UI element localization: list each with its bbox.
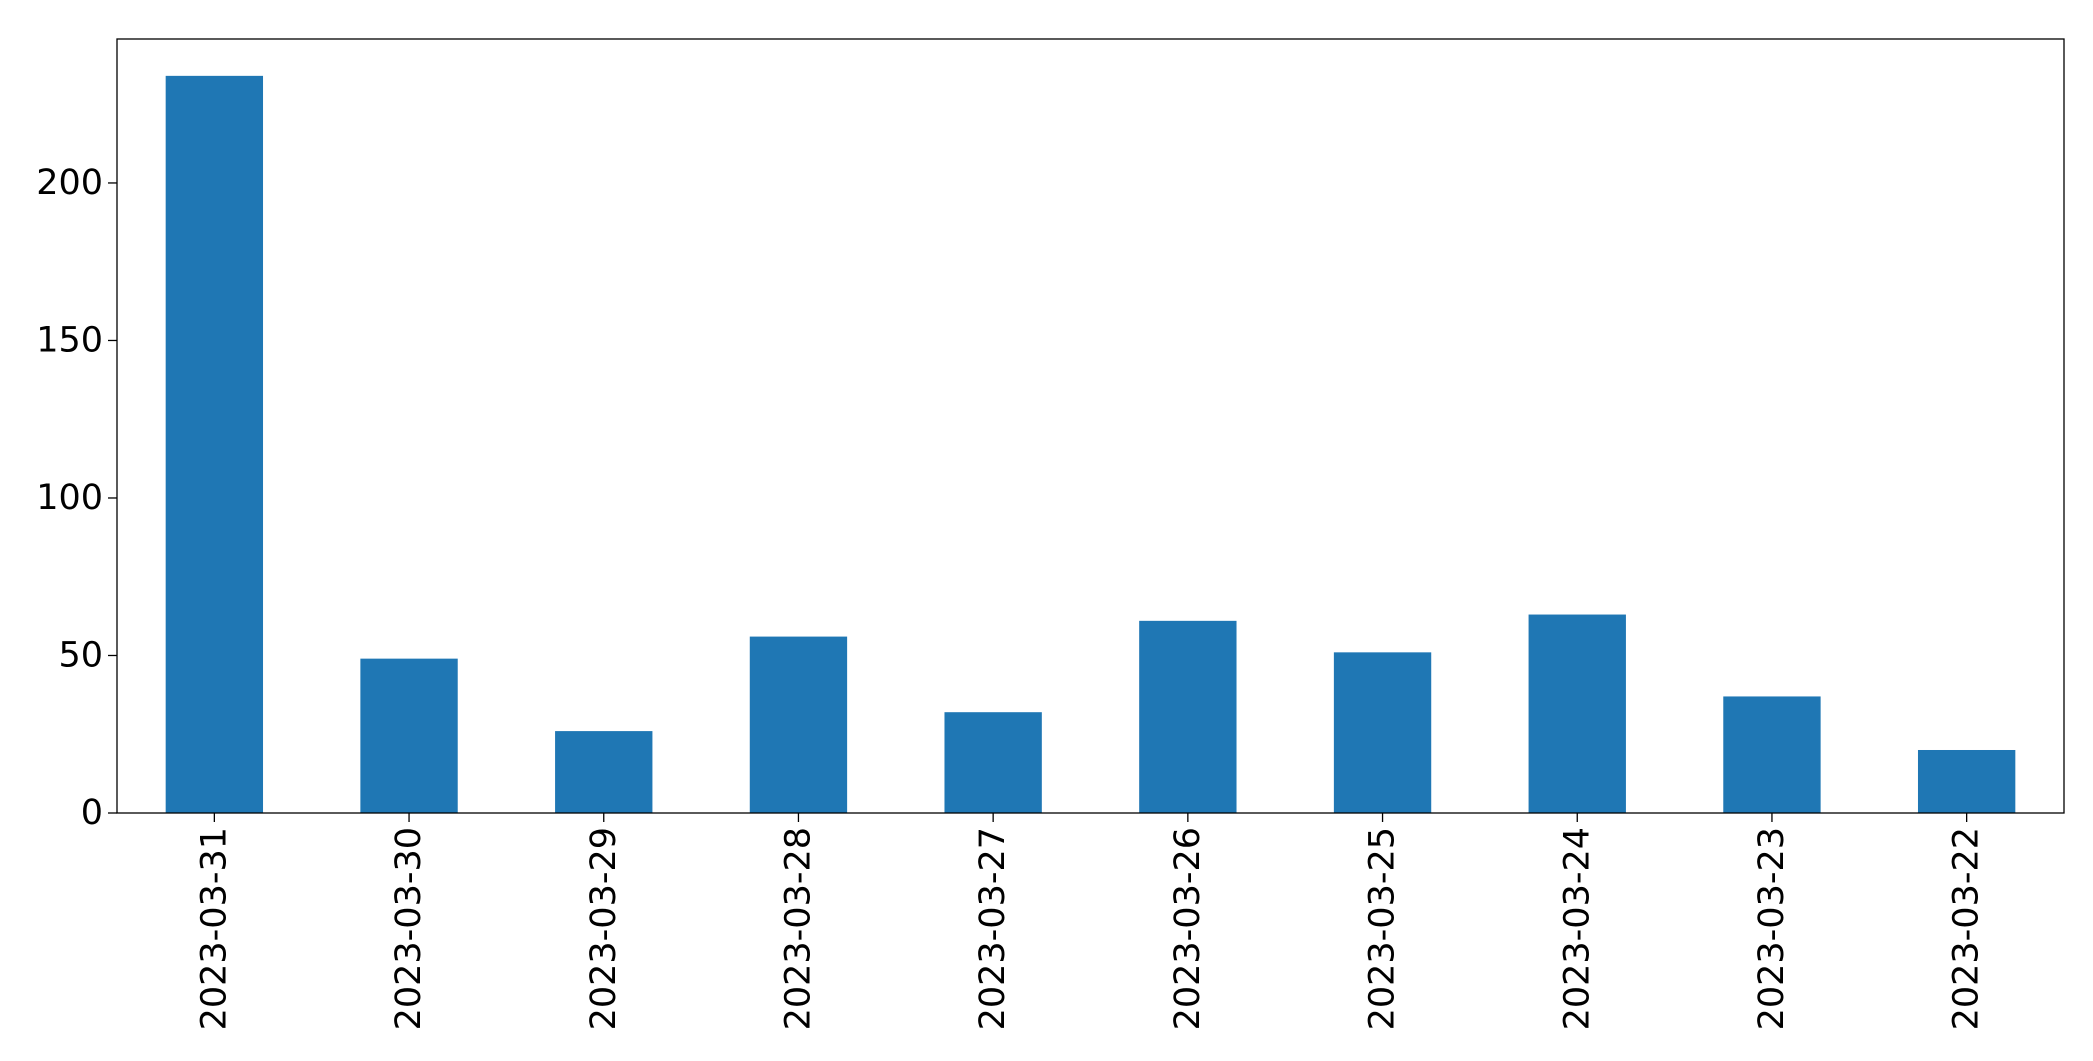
plot-frame [116,38,2065,814]
bar [749,636,848,813]
y-tick-label: 150 [36,320,103,360]
x-tick-label: 2023-03-26 [1168,827,1208,1030]
x-tick-label: 2023-03-28 [778,827,818,1030]
x-tick-label: 2023-03-27 [973,827,1013,1030]
bar [1139,620,1237,813]
x-tick-label: 2023-03-23 [1752,827,1792,1030]
x-tick-label: 2023-03-25 [1363,827,1403,1030]
y-tick-label: 50 [58,635,103,675]
bar [1917,749,2016,813]
x-tick-label: 2023-03-24 [1557,827,1597,1030]
bar [1723,696,1821,813]
bar [1528,614,1626,813]
bar [944,712,1042,813]
y-tick-label: 0 [81,793,103,833]
x-tick-label: 2023-03-22 [1947,827,1987,1030]
bar [1333,652,1432,813]
x-tick-label: 2023-03-30 [389,827,429,1030]
bar [165,75,264,814]
y-tick-label: 200 [36,163,103,203]
y-tick-label: 100 [36,478,103,518]
bar [360,658,458,813]
x-tick-label: 2023-03-31 [194,827,234,1030]
x-tick-label: 2023-03-29 [584,827,624,1030]
bar [555,731,653,813]
